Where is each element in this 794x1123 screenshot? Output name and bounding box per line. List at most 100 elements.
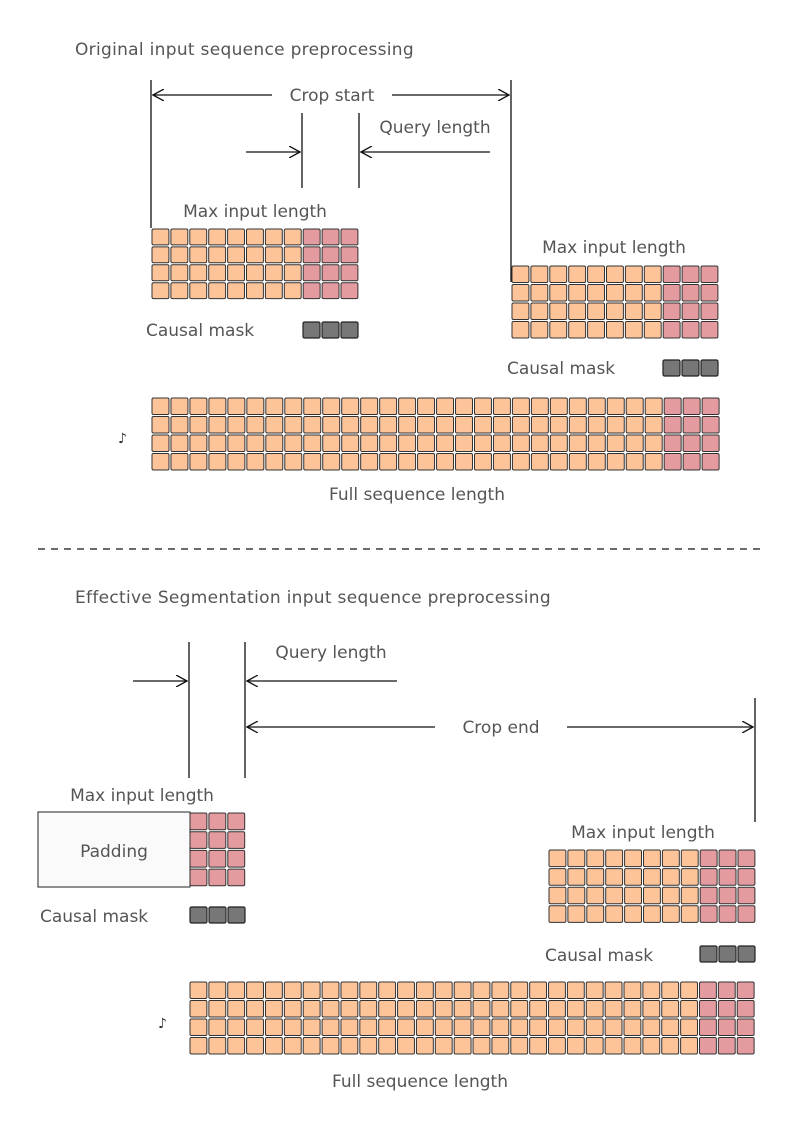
input-token-cell [643, 886, 661, 905]
input-token-cell [548, 905, 567, 923]
input-token-cell [606, 302, 624, 320]
input-token-cell [284, 434, 303, 452]
query-token-cell [718, 905, 737, 923]
input-token-cell [548, 868, 567, 886]
input-token-cell [606, 453, 625, 471]
input-token-cell [322, 434, 341, 452]
input-token-cell [604, 1000, 623, 1018]
input-token-cell [606, 397, 625, 415]
input-token-cell [434, 981, 453, 999]
query-token-cell [681, 284, 700, 302]
input-token-cell [284, 453, 303, 471]
input-token-cell [510, 1000, 529, 1018]
b-right-max-input-grid [548, 849, 756, 923]
input-token-cell [227, 397, 246, 415]
query-token-cell [717, 1037, 736, 1055]
input-token-cell [303, 453, 322, 471]
input-token-cell [491, 1000, 510, 1018]
input-token-cell [415, 981, 434, 999]
input-token-cell [586, 886, 605, 905]
input-token-cell [417, 397, 436, 415]
input-token-cell [341, 397, 360, 415]
input-token-cell [227, 1037, 246, 1055]
input-token-cell [586, 905, 605, 923]
query-token-cell [718, 868, 737, 886]
query-token-cell [701, 416, 720, 434]
input-token-cell [227, 246, 246, 264]
query-token-cell [700, 265, 719, 283]
query-token-cell [302, 246, 321, 264]
input-token-cell [436, 434, 455, 452]
input-token-cell [548, 849, 567, 868]
query-token-cell [321, 264, 340, 282]
input-token-cell [436, 397, 455, 415]
input-token-cell [360, 434, 379, 452]
input-token-cell [566, 1000, 585, 1018]
query-token-cell [737, 868, 756, 886]
input-token-cell [644, 397, 663, 415]
query-token-cell [737, 849, 756, 868]
input-token-cell [151, 434, 170, 452]
input-token-cell [661, 886, 680, 905]
input-token-cell [605, 849, 624, 868]
input-token-cell [208, 981, 227, 999]
input-token-cell [360, 397, 379, 415]
input-token-cell [568, 284, 587, 302]
input-token-cell [453, 981, 472, 999]
input-token-cell [170, 264, 189, 282]
input-token-cell [227, 453, 246, 471]
query-token-cell [663, 397, 682, 415]
query-token-cell [737, 886, 756, 905]
padding-box [37, 811, 191, 888]
input-token-cell [151, 264, 170, 282]
input-token-cell [642, 1018, 661, 1036]
input-token-cell [302, 981, 321, 999]
input-token-cell [530, 265, 549, 283]
input-token-cell [643, 868, 661, 886]
input-token-cell [302, 1037, 321, 1055]
input-token-cell [642, 1000, 661, 1018]
input-token-cell [473, 416, 492, 434]
input-token-cell [568, 434, 587, 452]
input-token-cell [417, 434, 436, 452]
input-token-cell [529, 1018, 548, 1036]
input-token-cell [436, 416, 455, 434]
input-token-cell [170, 282, 189, 300]
input-token-cell [398, 416, 417, 434]
causal-mask-cell [340, 321, 359, 339]
query-token-cell [208, 812, 227, 831]
input-token-cell [246, 1037, 264, 1055]
input-token-cell [643, 302, 662, 320]
query-token-cell [681, 321, 700, 339]
input-token-cell [265, 397, 284, 415]
input-token-cell [264, 1018, 283, 1036]
query-token-cell [321, 228, 340, 246]
query-token-cell [208, 831, 227, 849]
input-token-cell [283, 264, 302, 282]
input-token-cell [397, 981, 415, 999]
query-token-cell [682, 416, 701, 434]
full-sequence-grid [151, 397, 720, 471]
input-token-cell [189, 453, 208, 471]
input-token-cell [189, 416, 208, 434]
input-token-cell [415, 1000, 434, 1018]
input-token-cell [473, 453, 492, 471]
input-token-cell [455, 453, 473, 471]
input-token-cell [661, 1000, 680, 1018]
input-token-cell [530, 284, 549, 302]
input-token-cell [491, 981, 510, 999]
causal-mask-cell [699, 945, 718, 963]
input-token-cell [680, 849, 699, 868]
input-token-cell [264, 981, 283, 999]
input-token-cell [623, 981, 642, 999]
causal-mask-cell [718, 945, 737, 963]
causal-mask-cell [321, 321, 340, 339]
query-token-cell [662, 265, 681, 283]
input-token-cell [623, 1037, 642, 1055]
input-token-cell [473, 434, 492, 452]
input-token-cell [246, 434, 265, 452]
input-token-cell [680, 905, 699, 923]
input-token-cell [415, 1018, 434, 1036]
input-token-cell [246, 264, 264, 282]
query-length-label: Query length [379, 118, 490, 138]
